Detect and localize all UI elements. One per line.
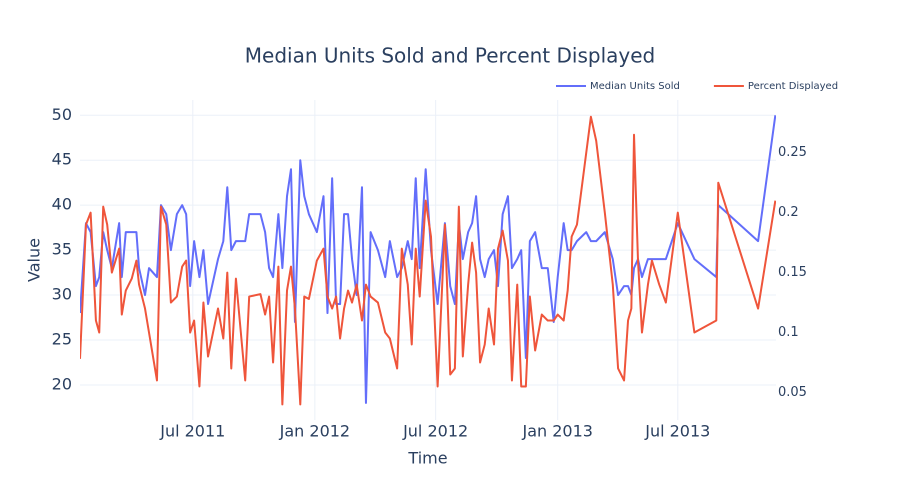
y-tick-label: 20 [52,374,72,393]
y2-tick-label: 0.2 [778,205,799,220]
legend-label: Percent Displayed [748,81,838,92]
y2-tick-label: 0.15 [778,265,807,280]
x-tick-label: Jul 2013 [644,422,710,441]
y2-tick-label: 0.05 [778,385,807,400]
y2-tick-label: 0.25 [778,145,807,160]
grid: 20 25 30 35 40 45 50 0.05 0.1 0.15 0.2 0.25 Jul 2011… [52,100,807,441]
y2-tick-label: 0.1 [778,325,799,340]
y-tick-label: 45 [52,150,72,169]
x-tick-label: Jan 2013 [521,422,592,441]
series-line [80,115,776,406]
y-tick-label: 30 [52,285,72,304]
legend-label: Median Units Sold [590,81,680,92]
x-tick-label: Jul 2011 [159,422,225,441]
y-tick-label: 50 [52,105,72,124]
x-tick-label: Jan 2012 [279,422,350,441]
series-line [80,115,776,404]
y-tick-label: 40 [52,195,72,214]
y-tick-label: 35 [52,240,72,259]
plot-area [80,115,776,406]
chart-title: Median Units Sold and Percent Displayed [245,44,655,68]
y-axis-title: Value [25,238,44,282]
x-axis-title: Time [407,449,447,468]
legend: Median Units Sold Percent Displayed [556,81,838,92]
y-tick-label: 25 [52,330,72,349]
x-tick-label: Jul 2012 [402,422,468,441]
